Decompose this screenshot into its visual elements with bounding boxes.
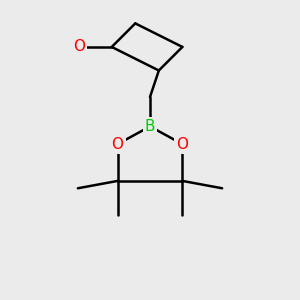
Text: O: O [112,136,124,152]
Text: B: B [145,119,155,134]
Text: O: O [73,39,85,54]
Text: O: O [176,136,188,152]
